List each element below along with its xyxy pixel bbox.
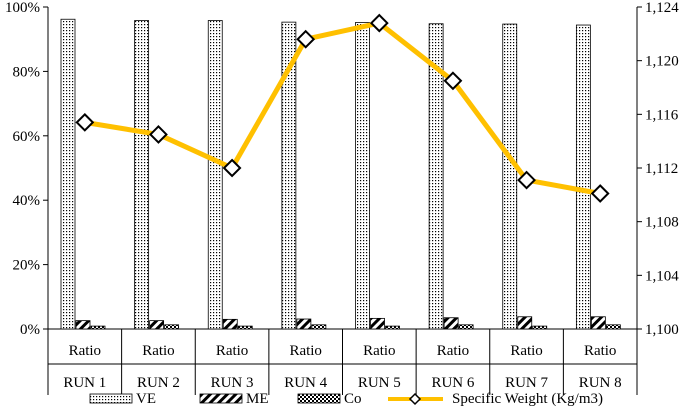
bar-me: [222, 318, 238, 330]
y-right-tick-label: 1,112: [645, 161, 678, 177]
legend-swatch-co: [297, 393, 341, 404]
bar-ve: [60, 18, 76, 330]
line-marker: [517, 170, 536, 190]
y-right-tick-label: 1,124: [645, 0, 679, 16]
group-label: RUN 2: [137, 375, 180, 391]
y-left-tick-label: 60%: [13, 129, 41, 145]
line-specific-weight: [84, 20, 601, 196]
bar-co: [237, 325, 253, 330]
y-right-tick-label: 1,116: [645, 107, 679, 123]
group-label: RUN 4: [284, 375, 327, 391]
y-right-tick-label: 1,108: [645, 215, 679, 231]
category-label: Ratio: [69, 343, 102, 359]
bar-ve: [355, 22, 370, 330]
line-marker: [149, 125, 168, 144]
y-right-tick-label: 1,100: [645, 322, 679, 338]
line-marker: [590, 184, 610, 203]
bar-ve: [428, 23, 444, 330]
y-left-tick-label: 80%: [13, 64, 41, 80]
legend-label: Co: [344, 391, 362, 407]
line-series: [75, 13, 610, 203]
bar-me: [590, 316, 606, 330]
legend-swatch-me: [199, 393, 243, 404]
category-label: Ratio: [363, 343, 396, 359]
bar-ve: [281, 21, 297, 330]
bar-ve: [502, 23, 518, 330]
bar-ve: [207, 20, 223, 330]
bar-co: [90, 325, 106, 330]
bar-me: [149, 320, 165, 330]
bar-me: [517, 316, 533, 330]
category-axis-labels: Ratio RUN 1 Ratio RUN 2 Ratio RUN 3 Ratio RUN 4…: [47, 329, 638, 395]
bar-ve: [575, 24, 591, 330]
bar-co: [311, 324, 327, 330]
line-marker: [443, 71, 463, 91]
bars: [60, 18, 621, 330]
legend: VE ME Co Specific Weight (Kg/m3): [89, 391, 603, 407]
y-right-tick-label: 1,104: [645, 268, 679, 284]
y-left-tick-label: 100%: [5, 0, 40, 16]
category-label: Ratio: [142, 343, 175, 359]
group-label: RUN 5: [358, 375, 401, 391]
category-label: Ratio: [216, 343, 249, 359]
bar-co: [164, 324, 180, 330]
category-label: Ratio: [289, 343, 322, 359]
bar-me: [443, 317, 459, 330]
bar-co: [458, 324, 474, 330]
line-marker: [296, 29, 316, 49]
legend-swatch-ve: [89, 393, 133, 404]
y-left-tick-label: 20%: [13, 258, 41, 274]
category-label: Ratio: [584, 343, 617, 359]
bar-me: [370, 317, 385, 330]
line-marker: [369, 13, 389, 33]
legend-label: Specific Weight (Kg/m3): [452, 391, 603, 407]
legend-label: VE: [136, 391, 156, 407]
bar-co: [532, 325, 548, 330]
group-label: RUN 1: [63, 375, 106, 391]
group-label: RUN 8: [579, 375, 622, 391]
bar-ve: [134, 20, 150, 330]
bar-co: [605, 324, 621, 330]
bar-me: [296, 318, 312, 330]
legend-marker: [408, 392, 422, 406]
line-marker: [222, 158, 242, 178]
bar-co: [385, 325, 400, 330]
y-left-tick-label: 0%: [20, 322, 40, 338]
group-label: RUN 7: [505, 375, 548, 391]
line-marker: [75, 112, 95, 132]
bar-me: [75, 320, 91, 330]
y-right-tick-label: 1,120: [645, 54, 679, 70]
category-label: Ratio: [437, 343, 470, 359]
legend-label: ME: [246, 391, 269, 407]
category-label: Ratio: [510, 343, 543, 359]
group-label: RUN 3: [211, 375, 254, 391]
group-label: RUN 6: [431, 375, 474, 391]
y-left-tick-label: 40%: [13, 193, 41, 209]
